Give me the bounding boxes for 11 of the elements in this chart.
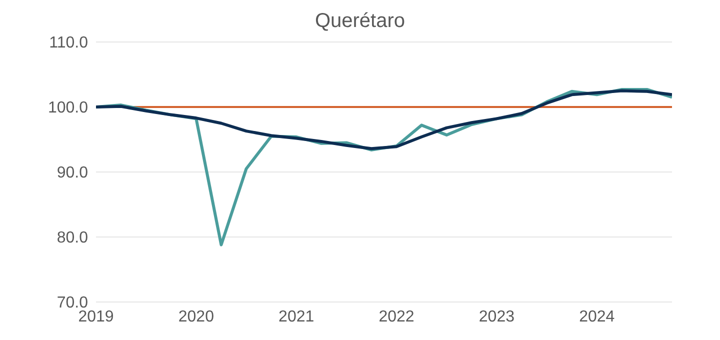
y-tick-label: 100.0 xyxy=(48,100,88,117)
y-tick-label: 90.0 xyxy=(56,164,88,182)
y-tick-label: 80.0 xyxy=(56,230,88,247)
line-series xyxy=(96,89,672,150)
x-tick-label: 2020 xyxy=(178,308,214,326)
x-tick-label: 2024 xyxy=(579,308,615,326)
chart-title: Querétaro xyxy=(314,9,406,34)
y-tick-label: 110.0 xyxy=(49,34,88,52)
x-tick-label: 2022 xyxy=(378,308,414,326)
x-tick-label: 2021 xyxy=(278,308,314,326)
x-tick-label: 2023 xyxy=(478,308,515,326)
